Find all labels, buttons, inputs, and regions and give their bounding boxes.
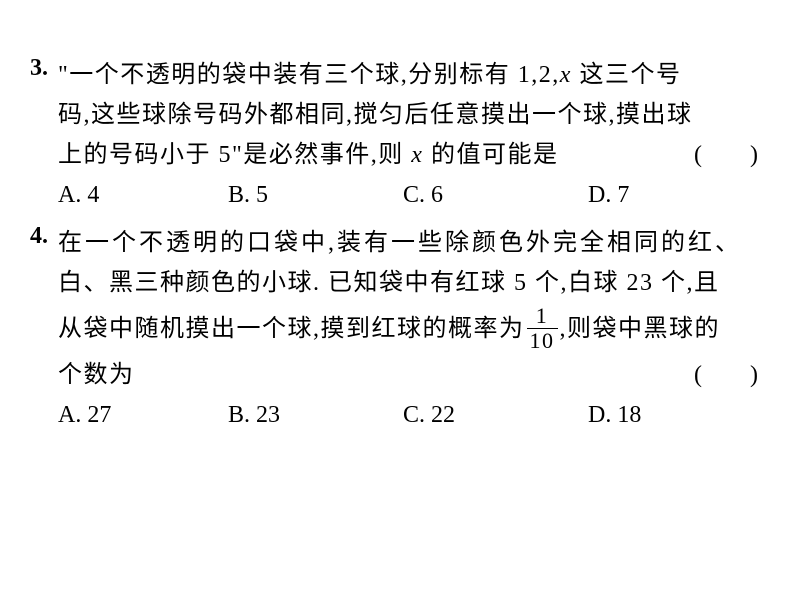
text-line: 码,这些球除号码外都相同,搅匀后任意摸出一个球,摸出球 xyxy=(58,95,764,135)
option-a: A. 27 xyxy=(58,395,228,435)
option-d: D. 7 xyxy=(588,175,629,215)
text-line: 个数为( ) xyxy=(58,355,764,395)
question-3: 3. "一个不透明的袋中装有三个球,分别标有 1,2,x 这三个号 码,这些球除… xyxy=(30,55,764,215)
options-row: A. 27 B. 23 C. 22 D. 18 xyxy=(58,395,764,435)
option-a: A. 4 xyxy=(58,175,228,215)
answer-paren: ( ) xyxy=(694,135,758,175)
text-line: 从袋中随机摸出一个球,摸到红球的概率为110,则袋中黑球的 xyxy=(58,303,764,355)
question-number: 4. xyxy=(30,223,48,250)
option-c: C. 6 xyxy=(403,175,588,215)
option-b: B. 23 xyxy=(228,395,403,435)
question-body: 在一个不透明的口袋中,装有一些除颜色外完全相同的红、 白、黑三种颜色的小球. 已… xyxy=(58,223,764,435)
answer-paren: ( ) xyxy=(694,355,758,395)
fraction: 110 xyxy=(527,305,558,352)
question-4: 4. 在一个不透明的口袋中,装有一些除颜色外完全相同的红、 白、黑三种颜色的小球… xyxy=(30,223,764,435)
option-d: D. 18 xyxy=(588,395,641,435)
options-row: A. 4 B. 5 C. 6 D. 7 xyxy=(58,175,764,215)
option-c: C. 22 xyxy=(403,395,588,435)
text-line: 在一个不透明的口袋中,装有一些除颜色外完全相同的红、 xyxy=(58,223,764,263)
text-line: 白、黑三种颜色的小球. 已知袋中有红球 5 个,白球 23 个,且 xyxy=(58,263,764,303)
question-body: "一个不透明的袋中装有三个球,分别标有 1,2,x 这三个号 码,这些球除号码外… xyxy=(58,55,764,215)
text-line: "一个不透明的袋中装有三个球,分别标有 1,2,x 这三个号 xyxy=(58,55,764,95)
option-b: B. 5 xyxy=(228,175,403,215)
question-number: 3. xyxy=(30,55,48,82)
text-line: 上的号码小于 5"是必然事件,则 x 的值可能是( ) xyxy=(58,135,764,175)
